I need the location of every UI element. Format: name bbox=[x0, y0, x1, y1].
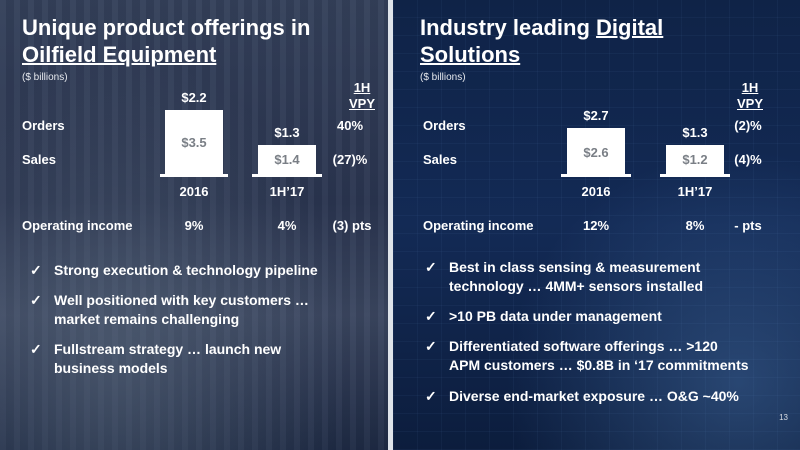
left-bullet: ✓ Well positioned with key customers … m… bbox=[30, 291, 380, 331]
right-bullet-1-line2: technology … 4MM+ sensors installed bbox=[449, 278, 704, 294]
right-vpy-opinc: - pts bbox=[734, 218, 762, 233]
right-bullet-3-text: Differentiated software offerings … >120… bbox=[449, 337, 749, 375]
left-sales-value-2016: $3.5 bbox=[181, 134, 207, 150]
right-title-line2: Solutions bbox=[420, 42, 521, 67]
left-vpy-header: 1H VPY bbox=[340, 80, 384, 112]
left-orders-1h17: $1.3 bbox=[274, 125, 300, 140]
right-sales-value-1h17: $1.2 bbox=[682, 151, 708, 167]
left-bullet-3-line2: business models bbox=[54, 360, 168, 376]
right-baseline-1h17 bbox=[660, 174, 730, 177]
right-bullet: ✓ Differentiated software offerings … >1… bbox=[425, 337, 795, 377]
left-sales-value-1h17: $1.4 bbox=[274, 151, 300, 167]
checkmark-icon: ✓ bbox=[30, 341, 42, 357]
right-orders-2016: $2.7 bbox=[583, 108, 609, 123]
checkmark-icon: ✓ bbox=[425, 259, 437, 275]
right-sales-value-2016: $2.6 bbox=[583, 144, 609, 160]
checkmark-icon: ✓ bbox=[425, 388, 437, 404]
right-vpy-sales: (4)% bbox=[734, 152, 762, 167]
panel-divider bbox=[388, 0, 393, 450]
right-bullet: ✓ Best in class sensing & measurement te… bbox=[425, 258, 795, 298]
left-title-line2: Oilfield Equipment bbox=[22, 42, 217, 67]
left-unit: ($ billions) bbox=[22, 72, 68, 83]
checkmark-icon: ✓ bbox=[425, 338, 437, 354]
right-vpy-line2: VPY bbox=[736, 96, 763, 111]
left-baseline-2016 bbox=[160, 174, 228, 177]
oilfield-equipment-panel: Unique product offerings in Oilfield Equ… bbox=[0, 0, 388, 450]
right-bullet: ✓ Diverse end-market exposure … O&G ~40% bbox=[425, 387, 795, 407]
right-title: Industry leading Digital Solutions bbox=[420, 14, 663, 68]
left-vpy-line2: VPY bbox=[348, 96, 375, 111]
left-opinc-2016: 9% bbox=[184, 218, 204, 233]
right-bullet-4-text: Diverse end-market exposure … O&G ~40% bbox=[449, 388, 739, 404]
right-vpy-header: 1H VPY bbox=[728, 80, 772, 112]
left-opinc-label: Operating income bbox=[22, 218, 133, 233]
left-col-2016-label: 2016 bbox=[179, 184, 209, 199]
checkmark-icon: ✓ bbox=[425, 308, 437, 324]
right-unit: ($ billions) bbox=[420, 72, 466, 83]
right-baseline-2016 bbox=[561, 174, 631, 177]
left-title: Unique product offerings in Oilfield Equ… bbox=[22, 14, 310, 68]
left-orders-box-2016 bbox=[165, 110, 223, 174]
left-bullet: ✓ Fullstream strategy … launch new busin… bbox=[30, 340, 380, 380]
left-baseline-1h17 bbox=[252, 174, 322, 177]
right-bullet: ✓ >10 PB data under management bbox=[425, 307, 795, 327]
right-orders-box-1h17 bbox=[666, 145, 724, 174]
left-bullet-3-line1: Fullstream strategy … launch new bbox=[54, 341, 282, 357]
left-bullet: ✓ Strong execution & technology pipeline bbox=[30, 261, 380, 281]
left-bullet-1-text: Strong execution & technology pipeline bbox=[54, 262, 318, 278]
right-title-line1-text: Industry leading bbox=[420, 15, 590, 40]
right-bullet-3-line2: APM customers … $0.8B in ‘17 commitments bbox=[449, 357, 749, 373]
left-vpy-line1: 1H bbox=[353, 80, 371, 95]
left-vpy-opinc: (3) pts bbox=[332, 218, 372, 233]
left-col-1h17-label: 1H’17 bbox=[269, 184, 305, 199]
left-orders-box-1h17 bbox=[258, 145, 316, 174]
right-orders-label: Orders bbox=[423, 118, 466, 133]
left-bullet-3-text: Fullstream strategy … launch new busines… bbox=[54, 340, 281, 378]
right-opinc-1h17: 8% bbox=[685, 218, 705, 233]
left-sales-label: Sales bbox=[22, 152, 56, 167]
right-vpy-line1: 1H bbox=[741, 80, 759, 95]
right-vpy-orders: (2)% bbox=[734, 118, 762, 133]
right-opinc-label: Operating income bbox=[423, 218, 534, 233]
right-orders-1h17: $1.3 bbox=[682, 125, 708, 140]
right-bullet-1-text: Best in class sensing & measurement tech… bbox=[449, 258, 703, 296]
right-orders-box-2016 bbox=[567, 128, 625, 174]
right-col-2016-label: 2016 bbox=[581, 184, 611, 199]
checkmark-icon: ✓ bbox=[30, 292, 42, 308]
left-opinc-1h17: 4% bbox=[277, 218, 297, 233]
checkmark-icon: ✓ bbox=[30, 262, 42, 278]
left-vpy-orders: 40% bbox=[336, 118, 364, 133]
left-orders-2016: $2.2 bbox=[181, 90, 207, 105]
left-bullet-2-line2: market remains challenging bbox=[54, 311, 240, 327]
right-bullet-1-line1: Best in class sensing & measurement bbox=[449, 259, 701, 275]
left-vpy-sales: (27)% bbox=[332, 152, 368, 167]
right-bullet-2-text: >10 PB data under management bbox=[449, 308, 662, 324]
right-bullet-3-line1: Differentiated software offerings … >120 bbox=[449, 338, 718, 354]
right-title-line1-underlined: Digital bbox=[596, 15, 664, 40]
left-bullet-2-line1: Well positioned with key customers … bbox=[54, 292, 309, 308]
right-col-1h17-label: 1H’17 bbox=[677, 184, 713, 199]
digital-solutions-panel: Industry leading Digital Solutions ($ bi… bbox=[393, 0, 800, 450]
left-title-line1: Unique product offerings in bbox=[22, 15, 311, 40]
left-orders-label: Orders bbox=[22, 118, 65, 133]
right-sales-label: Sales bbox=[423, 152, 457, 167]
right-title-line1: Industry leading Digital bbox=[420, 14, 663, 41]
left-bullet-2-text: Well positioned with key customers … mar… bbox=[54, 291, 309, 329]
right-opinc-2016: 12% bbox=[582, 218, 610, 233]
page-number: 13 bbox=[779, 413, 788, 422]
